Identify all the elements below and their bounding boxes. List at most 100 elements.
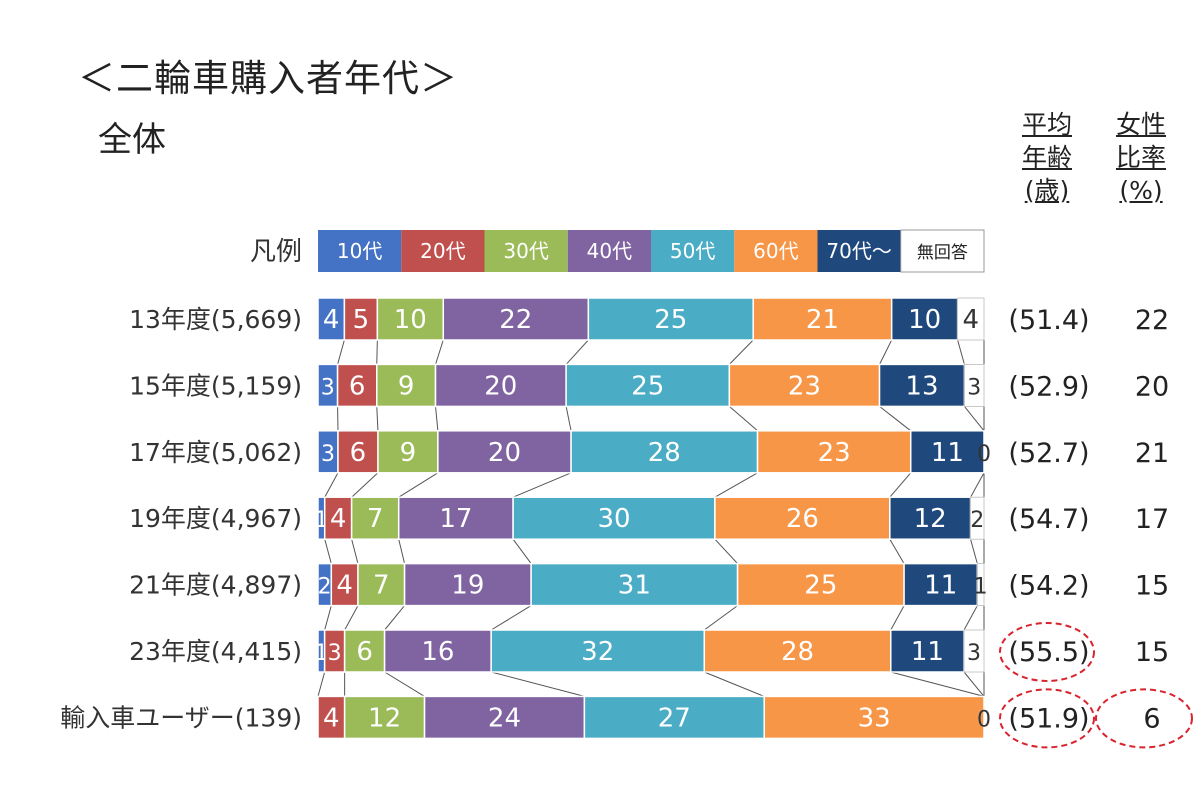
bar-segment — [736, 562, 905, 607]
connector-line — [317, 671, 326, 697]
legend-swatch — [900, 229, 985, 273]
data-label: 28 — [648, 438, 681, 468]
connector-line — [565, 406, 572, 431]
data-label: 3 — [321, 442, 335, 467]
data-label: 11 — [911, 637, 944, 667]
female-ratio-value: 6 — [1143, 703, 1160, 734]
connector-line — [398, 472, 439, 498]
bar-segment — [728, 363, 881, 408]
data-label: 17 — [439, 504, 472, 534]
legend-entry-label: 無回答 — [917, 243, 968, 263]
connector-line — [384, 671, 425, 697]
legend-swatch — [734, 230, 818, 272]
bar-segment — [530, 562, 739, 607]
data-label: 20 — [484, 371, 517, 401]
data-label: 4 — [330, 504, 347, 534]
connector-line — [376, 406, 379, 431]
bar-segment — [963, 629, 985, 673]
category-label: 15年度(5,159) — [129, 371, 302, 400]
data-label: 4 — [323, 305, 340, 335]
connector-line — [889, 538, 905, 564]
connector-line — [324, 605, 332, 631]
bar-segment — [957, 297, 985, 341]
connector-line — [398, 539, 406, 564]
bar-segment — [397, 496, 514, 540]
data-label: 2 — [318, 575, 332, 600]
legend-title: 凡例 — [250, 237, 302, 267]
data-label: 4 — [336, 571, 353, 601]
connector-line — [337, 339, 345, 365]
data-label: 26 — [786, 504, 819, 534]
connector-line — [879, 406, 912, 432]
bar-segment — [756, 430, 912, 474]
bar-segment — [512, 496, 716, 540]
legend-swatch — [318, 230, 402, 272]
data-label: 25 — [631, 371, 664, 401]
highlight-circle — [999, 688, 1095, 749]
average-age-value: (54.7) — [1008, 504, 1089, 535]
legend-swatch — [401, 230, 485, 272]
bar-segment — [976, 563, 985, 606]
data-label: 24 — [488, 703, 521, 733]
connector-line — [344, 605, 359, 631]
bar-segment — [752, 297, 893, 341]
data-label: 2 — [970, 508, 984, 533]
bar-segment — [490, 629, 706, 673]
connector-line — [435, 339, 444, 365]
female-ratio-value: 15 — [1135, 637, 1169, 668]
bar-segment — [442, 297, 590, 341]
female-ratio-header-line-1: 女性 — [1116, 110, 1167, 139]
data-label: 3 — [967, 641, 981, 666]
avg-age-header-line-2: 年齢 — [1022, 143, 1073, 172]
data-label: 10 — [908, 305, 941, 335]
female-ratio-value: 17 — [1135, 504, 1169, 535]
data-label: 7 — [373, 571, 390, 601]
category-label: 17年度(5,062) — [129, 438, 302, 467]
page-title: ＜二輪車購入者年代＞ — [78, 57, 458, 100]
legend-entry-label: 60代 — [753, 239, 798, 263]
connector-line — [890, 605, 905, 631]
connector-line — [957, 339, 965, 365]
bar-segment — [903, 562, 979, 607]
connector-line — [970, 539, 978, 564]
data-label: 11 — [924, 571, 957, 601]
female-ratio-header-line-3: (%) — [1119, 176, 1163, 205]
data-label: 0 — [977, 707, 991, 732]
bar-segment — [343, 629, 386, 673]
legend-entry-label: 20代 — [420, 239, 465, 263]
average-age-value: (52.9) — [1008, 371, 1089, 402]
data-label: 27 — [658, 703, 691, 733]
data-label: 20 — [488, 438, 521, 468]
average-age-value: (51.9) — [1008, 703, 1089, 734]
data-label: 30 — [597, 504, 630, 534]
connector-line — [964, 406, 985, 432]
data-label: 23 — [788, 371, 821, 401]
avg-age-header-line-1: 平均 — [1022, 110, 1073, 139]
bar-segment — [565, 363, 731, 408]
connector-line — [351, 539, 359, 564]
legend-entry-label: 10代 — [337, 239, 382, 263]
bar-segment — [703, 629, 892, 673]
data-label: 12 — [914, 504, 947, 534]
data-label: 25 — [654, 305, 687, 335]
average-age-value: (52.7) — [1008, 438, 1089, 469]
data-label: 10 — [394, 305, 427, 335]
connector-line — [889, 472, 912, 498]
data-label: 25 — [804, 571, 837, 601]
data-label: 0 — [977, 707, 991, 732]
connector-line — [384, 605, 405, 631]
connector-line — [970, 472, 985, 498]
highlight-circle — [999, 622, 1095, 682]
legend-swatch — [651, 230, 735, 272]
average-age-value: (51.4) — [1008, 305, 1089, 336]
bar-segment — [434, 363, 567, 408]
data-label: 33 — [858, 703, 891, 733]
data-label: 6 — [350, 438, 367, 468]
connector-line — [703, 605, 738, 631]
bar-segment — [909, 430, 985, 474]
data-label: 28 — [781, 637, 814, 667]
bar-segment — [890, 297, 959, 341]
connector-line — [963, 671, 985, 697]
bar-segment — [376, 363, 437, 408]
category-label: 23年度(4,415) — [129, 637, 302, 666]
